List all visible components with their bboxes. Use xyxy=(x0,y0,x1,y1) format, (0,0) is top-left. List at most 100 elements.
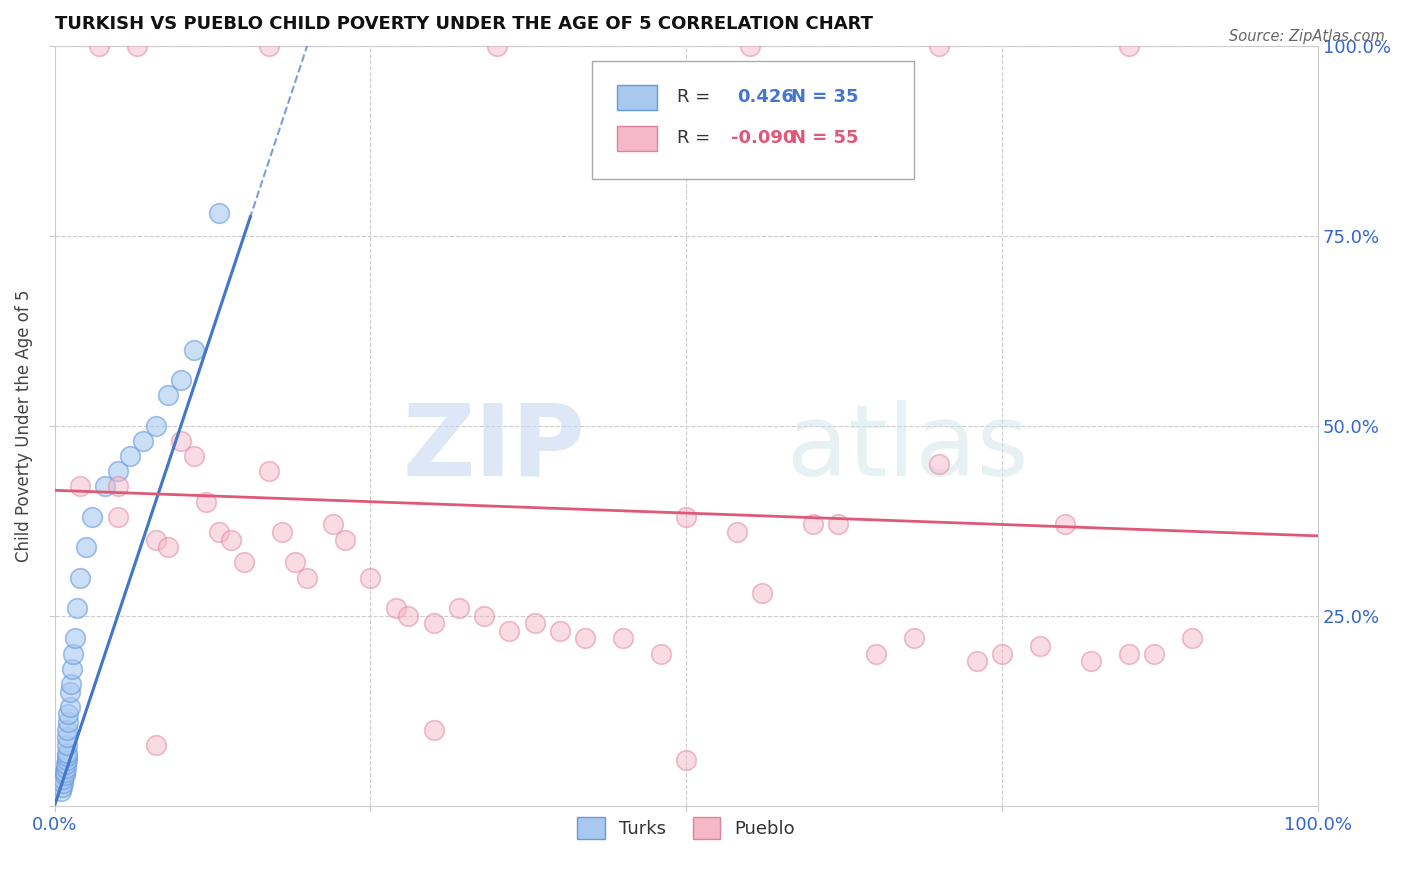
Point xyxy=(69,479,91,493)
Point xyxy=(59,684,82,698)
Point xyxy=(55,756,77,771)
Point xyxy=(59,699,82,714)
Point xyxy=(75,541,97,555)
Point xyxy=(183,343,205,357)
Point xyxy=(59,677,82,691)
Point xyxy=(58,707,80,722)
Point xyxy=(56,738,79,752)
Point xyxy=(82,509,104,524)
Point xyxy=(56,746,79,760)
Point xyxy=(498,624,520,638)
FancyBboxPatch shape xyxy=(592,61,914,178)
Point xyxy=(107,479,129,493)
Point xyxy=(751,586,773,600)
Point xyxy=(208,525,231,540)
Point xyxy=(725,525,748,540)
Point xyxy=(195,494,218,508)
Point xyxy=(447,601,470,615)
Point xyxy=(145,738,167,752)
Point xyxy=(928,457,950,471)
Point xyxy=(1080,654,1102,668)
FancyBboxPatch shape xyxy=(617,86,657,110)
Point xyxy=(259,38,281,53)
Point xyxy=(738,38,761,53)
Point xyxy=(51,780,73,794)
Point xyxy=(132,434,155,448)
Point xyxy=(548,624,571,638)
Point xyxy=(1054,517,1077,532)
Point xyxy=(120,449,142,463)
Point xyxy=(107,509,129,524)
Point xyxy=(903,632,925,646)
Point xyxy=(52,776,75,790)
Point xyxy=(1181,632,1204,646)
Point xyxy=(259,464,281,478)
Point xyxy=(574,632,596,646)
Point xyxy=(170,373,193,387)
Point xyxy=(49,783,72,797)
Text: R =: R = xyxy=(678,88,723,106)
Point xyxy=(422,723,444,737)
Point xyxy=(801,517,824,532)
Point xyxy=(612,632,634,646)
Point xyxy=(157,541,180,555)
Point xyxy=(221,533,243,547)
Point xyxy=(233,556,256,570)
Point xyxy=(359,571,381,585)
Point xyxy=(69,571,91,585)
Point xyxy=(322,517,344,532)
Text: R =: R = xyxy=(678,129,717,147)
Point xyxy=(1118,38,1140,53)
Point xyxy=(56,749,79,764)
Point xyxy=(145,533,167,547)
Point xyxy=(297,571,319,585)
Text: 0.426: 0.426 xyxy=(737,88,794,106)
Point xyxy=(485,38,508,53)
Point xyxy=(60,662,83,676)
Point xyxy=(865,647,887,661)
Point xyxy=(1029,639,1052,653)
Text: -0.090: -0.090 xyxy=(731,129,794,147)
Point xyxy=(107,464,129,478)
Point xyxy=(56,723,79,737)
Point xyxy=(87,38,110,53)
Point xyxy=(63,632,86,646)
Point xyxy=(333,533,356,547)
Text: TURKISH VS PUEBLO CHILD POVERTY UNDER THE AGE OF 5 CORRELATION CHART: TURKISH VS PUEBLO CHILD POVERTY UNDER TH… xyxy=(55,15,873,33)
Point xyxy=(650,647,672,661)
Point xyxy=(271,525,294,540)
Point xyxy=(157,388,180,402)
Y-axis label: Child Poverty Under the Age of 5: Child Poverty Under the Age of 5 xyxy=(15,289,32,562)
Point xyxy=(170,434,193,448)
Point xyxy=(675,509,697,524)
Point xyxy=(66,601,89,615)
Point xyxy=(928,38,950,53)
Point xyxy=(53,764,76,779)
Text: ZIP: ZIP xyxy=(402,400,585,497)
Text: atlas: atlas xyxy=(787,400,1029,497)
Point xyxy=(396,608,419,623)
Point xyxy=(284,556,307,570)
Text: Source: ZipAtlas.com: Source: ZipAtlas.com xyxy=(1229,29,1385,44)
Point xyxy=(991,647,1014,661)
Point xyxy=(827,517,849,532)
Point xyxy=(1143,647,1166,661)
Point xyxy=(384,601,406,615)
Point xyxy=(966,654,988,668)
Point xyxy=(58,715,80,730)
Point xyxy=(675,753,697,767)
Text: N = 55: N = 55 xyxy=(792,129,859,147)
Point xyxy=(56,731,79,745)
Point xyxy=(55,761,77,775)
Point xyxy=(208,206,231,220)
Point xyxy=(125,38,148,53)
FancyBboxPatch shape xyxy=(617,127,657,151)
Point xyxy=(145,418,167,433)
Legend: Turks, Pueblo: Turks, Pueblo xyxy=(571,810,803,847)
Point xyxy=(62,647,84,661)
Point xyxy=(422,616,444,631)
Text: N = 35: N = 35 xyxy=(792,88,859,106)
Point xyxy=(52,772,75,786)
Point xyxy=(472,608,495,623)
Point xyxy=(94,479,117,493)
